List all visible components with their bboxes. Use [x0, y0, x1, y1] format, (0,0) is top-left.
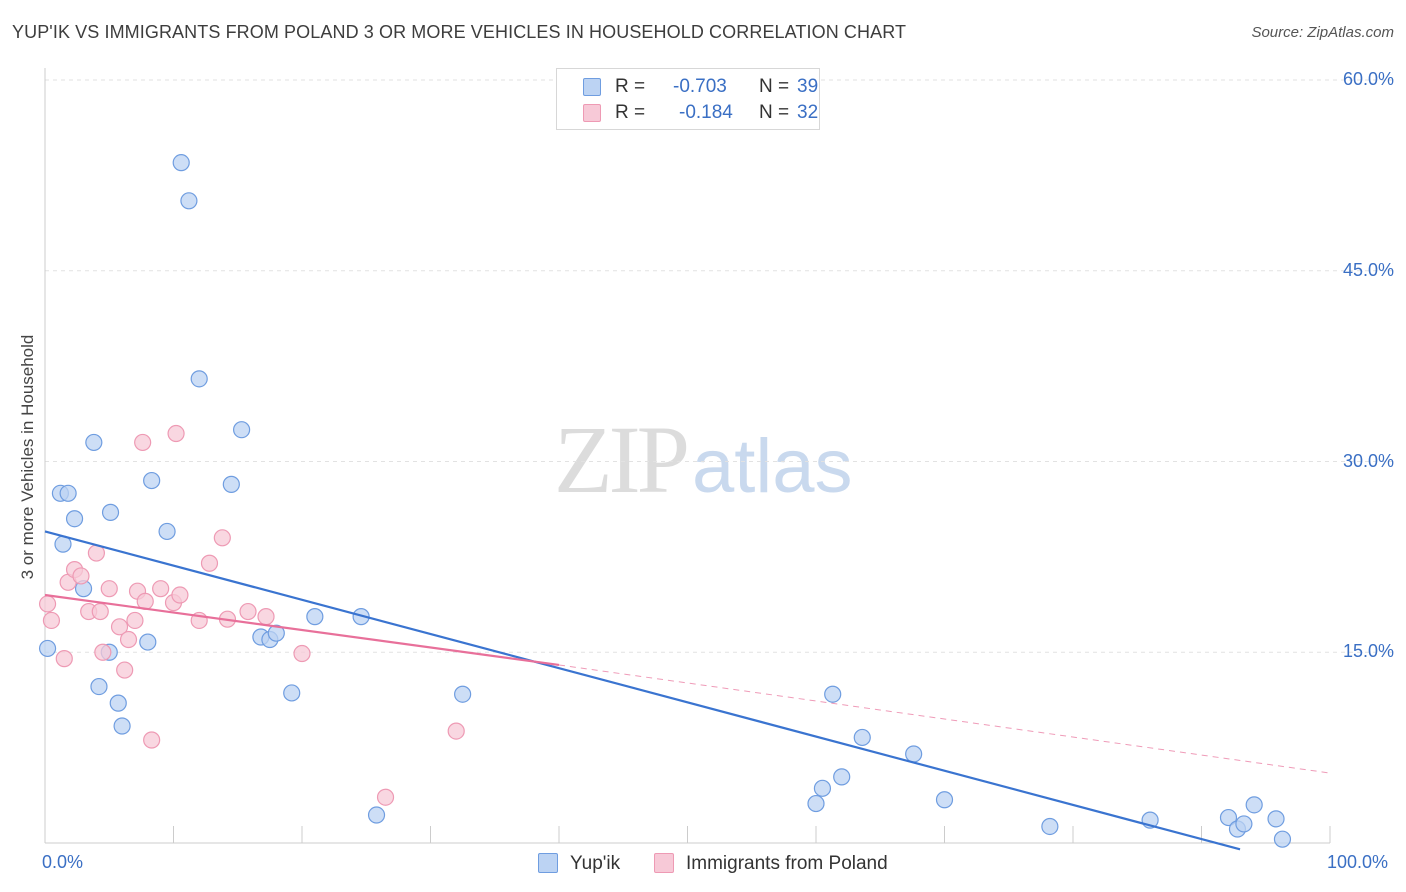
yupik-point: [1041, 817, 1059, 836]
poland-point: [94, 643, 112, 661]
legend-r-label: R =: [615, 102, 646, 123]
yupik-point: [90, 677, 108, 696]
yupik-point: [833, 768, 851, 786]
yupik-point: [139, 633, 157, 651]
y-tick-label-60: 60.0%: [1342, 69, 1394, 89]
yupik-point: [935, 791, 954, 809]
poland-point: [116, 661, 134, 679]
y-tick-label-45: 45.0%: [1342, 259, 1394, 280]
yupik-point: [172, 154, 190, 172]
legend-swatch-poland: [583, 104, 601, 122]
legend-n-label: N =: [759, 102, 790, 123]
poland-point: [293, 644, 311, 663]
yupik-point: [113, 717, 131, 735]
poland-point: [119, 630, 138, 649]
legend-swatch-yupik: [583, 78, 601, 96]
yupik-point: [143, 471, 161, 490]
poland-point: [171, 586, 189, 604]
bottom-legend-label-poland: Immigrants from Poland: [686, 853, 888, 874]
yupik-point: [180, 192, 198, 210]
yupik-point: [807, 794, 825, 813]
legend-r-value: -0.184: [679, 102, 733, 123]
legend-n-value: 39: [797, 76, 819, 97]
legend-r-value: -0.703: [673, 76, 727, 97]
watermark-atlas: atlas: [692, 424, 853, 509]
x-tick-label-max: 100.0%: [1327, 852, 1389, 872]
watermark-zip: ZIP: [554, 406, 690, 513]
poland-point: [72, 567, 90, 585]
yupik-point: [190, 370, 208, 388]
poland-point: [91, 602, 109, 621]
poland-point: [200, 554, 219, 572]
y-tick-label-15: 15.0%: [1342, 641, 1394, 662]
poland-point: [213, 529, 231, 547]
yupik-point: [101, 503, 120, 521]
yupik-point: [454, 685, 472, 703]
yupik-point: [233, 421, 251, 439]
yupik-point: [222, 475, 240, 493]
poland-point: [257, 608, 275, 626]
poland-point: [55, 650, 73, 668]
poland-point: [42, 611, 61, 630]
poland-point: [447, 722, 465, 740]
y-tick-label-30: 30.0%: [1342, 450, 1394, 471]
poland-point: [134, 433, 152, 452]
poland-point: [152, 580, 170, 598]
yupik-point: [1235, 815, 1253, 833]
legend-r-label: R =: [615, 76, 646, 97]
yupik-point: [813, 779, 832, 797]
poland-point: [126, 611, 144, 630]
bottom-legend-label-yupik: Yup'ik: [570, 853, 621, 874]
poland-point: [110, 618, 129, 636]
poland-point: [167, 424, 185, 443]
yupik-point: [109, 694, 127, 712]
chart-title: YUP'IK VS IMMIGRANTS FROM POLAND 3 OR MO…: [12, 22, 907, 42]
correlation-legend: R = -0.703 N = 39 R = -0.184 N = 32: [556, 68, 820, 130]
yupik-point: [65, 510, 84, 528]
poland-point: [38, 595, 57, 613]
yupik-point: [38, 639, 57, 658]
yupik-point: [1273, 830, 1292, 848]
yupik-point: [905, 745, 923, 763]
yupik-point: [158, 522, 176, 541]
yupik-point: [367, 806, 386, 824]
poland-point: [376, 788, 395, 806]
yupik-point: [283, 684, 301, 702]
yupik-point: [1245, 796, 1263, 814]
poland-trend-extension: [558, 664, 1331, 774]
yupik-point: [306, 608, 324, 626]
yupik-point: [1267, 810, 1285, 828]
watermark: ZIPatlas: [554, 404, 853, 515]
bottom-legend-swatch-yupik: [538, 853, 558, 873]
bottom-legend-swatch-poland: [654, 853, 674, 873]
yupik-point: [853, 728, 871, 747]
yupik-point: [824, 685, 842, 703]
legend-n-value: 32: [797, 102, 819, 123]
yupik-point: [1219, 808, 1238, 827]
x-tick-label-min: 0.0%: [42, 852, 84, 872]
yupik-point: [59, 484, 77, 502]
yupik-point: [267, 624, 285, 642]
poland-point: [143, 731, 161, 749]
poland-point: [100, 580, 118, 598]
chart-source: Source: ZipAtlas.com: [1251, 24, 1394, 41]
poland-point: [239, 602, 257, 621]
poland-trend-line: [44, 593, 560, 667]
legend-n-label: N =: [759, 76, 790, 97]
yupik-point: [85, 433, 103, 452]
yupik-trend-line: [44, 530, 1241, 851]
